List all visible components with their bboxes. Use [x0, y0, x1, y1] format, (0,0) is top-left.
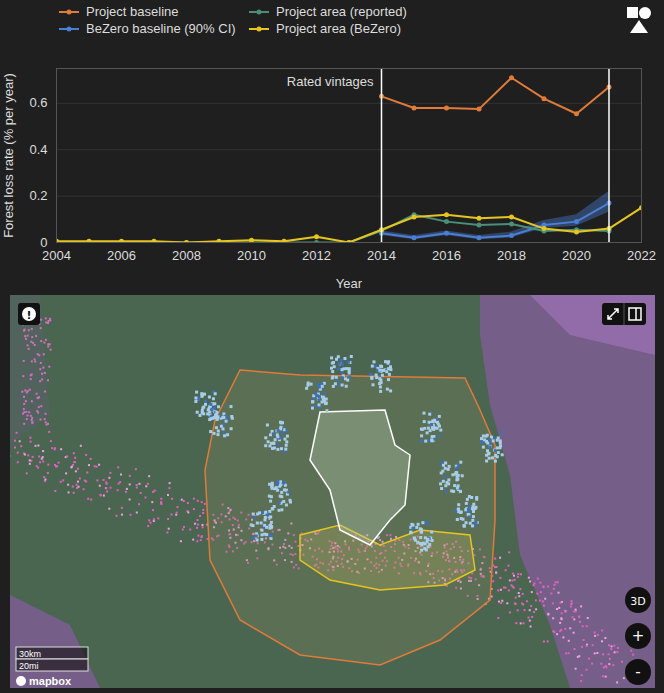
- svg-text:0.2: 0.2: [29, 188, 47, 203]
- svg-text:30km: 30km: [19, 649, 41, 659]
- svg-text:2012: 2012: [302, 248, 331, 263]
- html-text:BeZero baseline (90% CI): BeZero baseline (90% CI): [86, 21, 236, 36]
- html-text:Project baseline: Project baseline: [86, 4, 179, 19]
- svg-text:-: -: [635, 663, 640, 681]
- svg-text:!: !: [26, 309, 31, 322]
- svg-text:2016: 2016: [432, 248, 461, 263]
- svg-text:2022: 2022: [627, 248, 656, 263]
- svg-text:Forest loss rate (% per year): Forest loss rate (% per year): [1, 73, 16, 238]
- svg-text:3D: 3D: [630, 595, 645, 608]
- svg-text:2006: 2006: [107, 248, 136, 263]
- svg-text:2018: 2018: [497, 248, 526, 263]
- html-text:Project area (reported): Project area (reported): [276, 4, 407, 19]
- svg-text:0: 0: [40, 234, 48, 250]
- svg-text:2010: 2010: [237, 248, 266, 263]
- svg-text:0.6: 0.6: [29, 95, 47, 110]
- svg-text:mapbox: mapbox: [29, 675, 72, 687]
- svg-text:0.4: 0.4: [29, 142, 47, 157]
- svg-text:2020: 2020: [562, 248, 591, 263]
- svg-text:Year: Year: [336, 276, 363, 291]
- svg-text:2004: 2004: [42, 248, 71, 263]
- svg-text:2014: 2014: [367, 248, 396, 263]
- svg-text:2008: 2008: [172, 248, 201, 263]
- html-text:Project area (BeZero): Project area (BeZero): [276, 21, 401, 36]
- svg-text:+: +: [632, 627, 645, 645]
- svg-text:Rated vintages: Rated vintages: [287, 74, 374, 89]
- svg-text:20mi: 20mi: [19, 661, 39, 671]
